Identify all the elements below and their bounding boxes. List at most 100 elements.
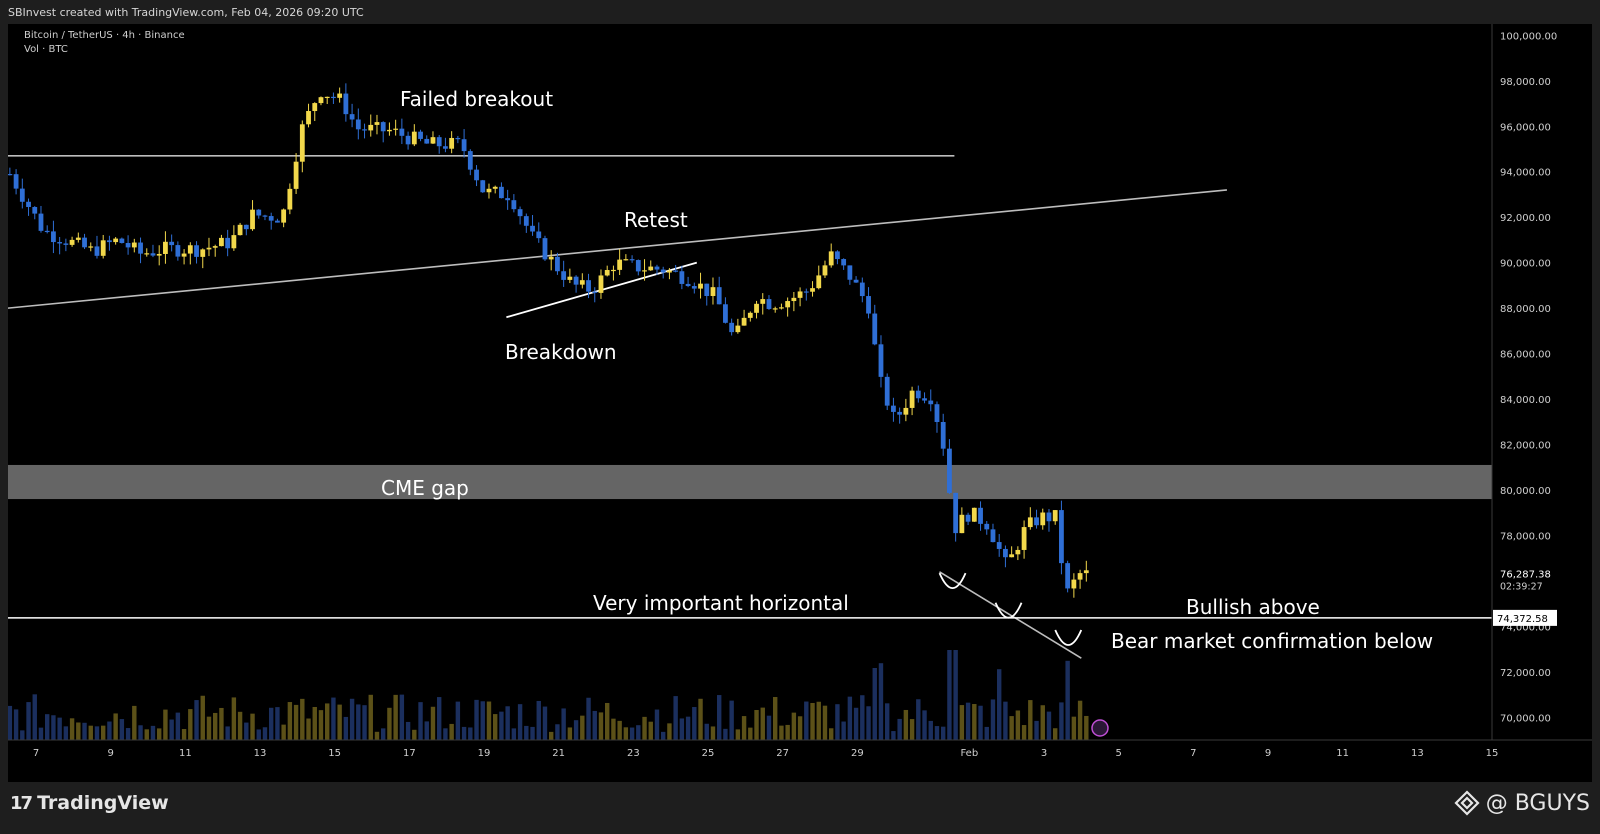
candle-body[interactable]	[747, 312, 753, 318]
candle-body[interactable]	[1077, 573, 1083, 580]
candle-body[interactable]	[729, 322, 735, 333]
candle-body[interactable]	[604, 270, 610, 276]
candle-body[interactable]	[1021, 527, 1027, 550]
candle-body[interactable]	[82, 237, 87, 248]
volume-legend[interactable]: Vol · BTC	[24, 44, 68, 55]
candle-body[interactable]	[679, 271, 685, 284]
candle-body[interactable]	[623, 259, 629, 261]
candle-body[interactable]	[492, 186, 498, 189]
candle-body[interactable]	[119, 238, 125, 243]
candle-body[interactable]	[704, 283, 710, 296]
candle-body[interactable]	[567, 276, 573, 280]
candle-body[interactable]	[387, 129, 392, 132]
candle-body[interactable]	[953, 492, 959, 534]
candle-body[interactable]	[797, 291, 803, 298]
candle-body[interactable]	[8, 174, 13, 176]
candle-body[interactable]	[822, 265, 828, 276]
candle-body[interactable]	[555, 256, 560, 272]
candle-body[interactable]	[635, 260, 641, 272]
candle-body[interactable]	[293, 161, 299, 189]
candle-body[interactable]	[573, 276, 579, 285]
candle-body[interactable]	[866, 296, 871, 314]
candle-body[interactable]	[94, 246, 100, 256]
candle-body[interactable]	[461, 139, 467, 152]
candle-body[interactable]	[237, 224, 243, 236]
candle-body[interactable]	[424, 138, 430, 144]
candle-body[interactable]	[934, 404, 940, 422]
candle-body[interactable]	[32, 207, 38, 214]
candle-body[interactable]	[175, 245, 181, 257]
candle-body[interactable]	[243, 224, 249, 230]
candle-body[interactable]	[629, 259, 635, 261]
candle-body[interactable]	[100, 240, 106, 256]
candle-body[interactable]	[909, 390, 915, 408]
candle-body[interactable]	[965, 514, 971, 522]
candle-body[interactable]	[772, 308, 778, 310]
candle-body[interactable]	[735, 325, 741, 333]
candle-body[interactable]	[1059, 510, 1064, 564]
rising-trendline[interactable]	[8, 189, 1228, 309]
candle-body[interactable]	[841, 259, 847, 266]
replay-icon[interactable]	[1091, 719, 1109, 737]
candle-body[interactable]	[1083, 570, 1089, 574]
candle-body[interactable]	[579, 280, 585, 285]
candle-body[interactable]	[667, 270, 672, 273]
candle-body[interactable]	[430, 137, 436, 144]
candle-body[interactable]	[219, 237, 224, 247]
candle-body[interactable]	[436, 137, 442, 147]
candle-body[interactable]	[611, 269, 616, 272]
candle-body[interactable]	[38, 213, 44, 231]
candle-body[interactable]	[362, 129, 367, 131]
candle-body[interactable]	[393, 128, 399, 130]
candle-body[interactable]	[978, 507, 983, 524]
candle-body[interactable]	[891, 405, 896, 412]
candle-body[interactable]	[691, 286, 697, 289]
candle-body[interactable]	[299, 124, 305, 162]
candle-body[interactable]	[766, 299, 772, 309]
candle-body[interactable]	[990, 529, 996, 543]
candle-body[interactable]	[617, 259, 623, 270]
candle-body[interactable]	[19, 188, 25, 202]
candle-body[interactable]	[206, 247, 212, 250]
candle-body[interactable]	[411, 131, 417, 145]
candle-body[interactable]	[903, 407, 909, 415]
candle-body[interactable]	[138, 242, 143, 254]
candle-body[interactable]	[399, 128, 405, 136]
candle-body[interactable]	[816, 275, 822, 289]
candle-body[interactable]	[405, 135, 411, 145]
candle-body[interactable]	[343, 93, 349, 115]
candle-body[interactable]	[88, 246, 94, 248]
symbol-legend[interactable]: Bitcoin / TetherUS · 4h · Binance	[24, 30, 185, 41]
candle-body[interactable]	[1040, 512, 1046, 526]
candle-body[interactable]	[996, 542, 1002, 549]
candle-body[interactable]	[654, 266, 660, 270]
candle-body[interactable]	[1034, 517, 1039, 526]
candle-body[interactable]	[337, 93, 343, 98]
candle-body[interactable]	[1003, 548, 1008, 558]
candle-body[interactable]	[44, 230, 50, 233]
candle-body[interactable]	[349, 114, 355, 120]
candle-body[interactable]	[586, 280, 591, 292]
candle-body[interactable]	[312, 103, 318, 112]
candle-body[interactable]	[418, 131, 423, 139]
candle-body[interactable]	[1027, 517, 1033, 528]
candle-body[interactable]	[275, 220, 280, 223]
candle-body[interactable]	[828, 251, 834, 266]
candle-body[interactable]	[51, 231, 56, 243]
descending-trendline[interactable]	[939, 571, 1082, 659]
candle-body[interactable]	[380, 122, 386, 132]
candle-body[interactable]	[374, 122, 380, 125]
candle-body[interactable]	[181, 253, 187, 257]
candle-body[interactable]	[256, 209, 262, 216]
candle-body[interactable]	[262, 215, 268, 217]
candle-body[interactable]	[517, 209, 523, 217]
candle-body[interactable]	[69, 239, 75, 245]
candle-body[interactable]	[741, 317, 747, 326]
candle-body[interactable]	[107, 240, 112, 243]
candle-body[interactable]	[791, 297, 797, 302]
candle-body[interactable]	[57, 242, 63, 244]
candle-body[interactable]	[760, 299, 766, 304]
tradingview-logo[interactable]: 17 TradingView	[10, 792, 169, 814]
candle-body[interactable]	[187, 245, 193, 254]
candle-body[interactable]	[125, 242, 131, 248]
